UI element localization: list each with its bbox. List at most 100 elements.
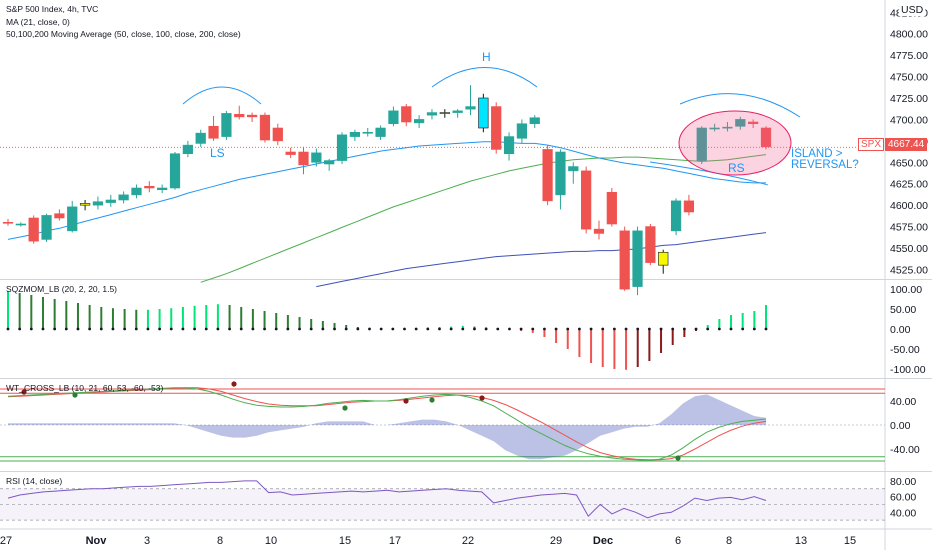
candle-body [2,221,14,224]
candle[interactable] [760,126,772,150]
candle[interactable] [401,104,412,127]
x-tick-label: 10 [265,535,277,547]
candle[interactable] [529,115,540,128]
candle[interactable] [362,128,373,137]
price-pane[interactable] [0,67,885,296]
candle[interactable] [722,122,733,132]
candle[interactable] [157,184,168,194]
candle[interactable] [452,109,463,118]
wave-trend-pane[interactable] [0,381,885,462]
candle[interactable] [696,126,707,164]
sqz-zero-dot [717,327,721,331]
candle[interactable] [28,215,39,244]
candle-body [606,191,617,225]
candle[interactable] [79,200,91,211]
candle[interactable] [234,105,245,120]
candle[interactable] [709,123,720,132]
candle[interactable] [619,226,630,291]
candle[interactable] [426,109,438,120]
candle[interactable] [195,129,206,147]
candle[interactable] [375,125,386,140]
sqz-zero-dot [368,327,371,331]
candle[interactable] [491,102,502,154]
candle[interactable] [182,140,193,158]
x-tick-label: 29 [550,535,562,547]
wtcross-legend: WT_CROSS_LB (10, 21, 60, 53, -60, -53) [6,383,164,393]
candle[interactable] [414,115,425,128]
candle-body [568,166,579,172]
rsi-pane[interactable] [0,480,885,521]
candle[interactable] [645,224,656,266]
candle[interactable] [516,119,528,144]
candle[interactable] [54,209,65,221]
candle[interactable] [388,106,399,127]
candle-body [28,217,39,242]
candle[interactable] [735,116,746,130]
ma100-line [316,232,767,288]
candle[interactable] [208,116,219,141]
price-tick-label: 4750.00 [890,72,928,84]
candle[interactable] [542,145,553,206]
candle[interactable] [324,158,335,171]
candle[interactable] [285,147,296,158]
candle[interactable] [118,191,129,204]
candle-body [658,251,669,266]
sqz-zero-dot [181,327,185,331]
candle[interactable] [683,194,695,216]
candle[interactable] [336,132,348,164]
candle[interactable] [259,112,271,143]
candle[interactable] [349,129,360,141]
candle[interactable] [131,184,142,199]
candle-body [131,187,142,196]
candle[interactable] [632,226,643,296]
candle-body [503,136,515,155]
candle[interactable] [581,166,592,234]
sqz-zero-dot [134,327,138,331]
candle-body [542,149,553,202]
wt-tick-label: 40.00 [890,396,916,408]
candle[interactable] [41,213,52,242]
candle-body [452,110,463,113]
candle[interactable] [568,162,579,184]
candle-body [336,134,348,161]
candle[interactable] [246,112,258,122]
sqzmom-legend: SQZMOM_LB (20, 2, 20, 1.5) [6,284,118,294]
candle[interactable] [67,200,78,233]
x-tick-label: 27 [0,535,12,547]
candle[interactable] [748,119,759,128]
candle[interactable] [439,109,450,118]
sqz-zero-dot [403,327,406,331]
candle[interactable] [606,188,617,227]
candle[interactable] [144,181,155,193]
price-tick-label: 4775.00 [890,50,928,62]
candle[interactable] [555,149,566,210]
sqz-zero-dot [426,327,430,331]
candle[interactable] [221,110,232,140]
candle[interactable] [298,146,309,175]
candle[interactable] [92,196,104,210]
candle[interactable] [2,218,14,226]
candle-body [259,114,271,141]
wt-difference-area [8,394,766,460]
rs-label: RS [728,161,745,175]
ls-label: LS [210,146,225,160]
candle[interactable] [15,222,26,227]
candle[interactable] [658,249,669,274]
candle-body [696,127,707,161]
candle[interactable] [169,152,181,190]
candle[interactable] [105,194,116,207]
candle[interactable] [503,132,515,161]
candle[interactable] [465,85,476,116]
candle[interactable] [670,198,682,236]
sqz-zero-dot [123,327,127,331]
sqz-zero-dot [379,327,383,331]
candle[interactable] [478,93,489,133]
last-price-tag: 4667.44 [885,138,928,151]
squeeze-momentum-pane[interactable] [6,291,768,370]
candle[interactable] [593,220,605,240]
candle[interactable] [311,148,322,167]
candle[interactable] [272,123,283,146]
candle-body [709,127,720,130]
sqz-zero-dot [64,327,68,331]
